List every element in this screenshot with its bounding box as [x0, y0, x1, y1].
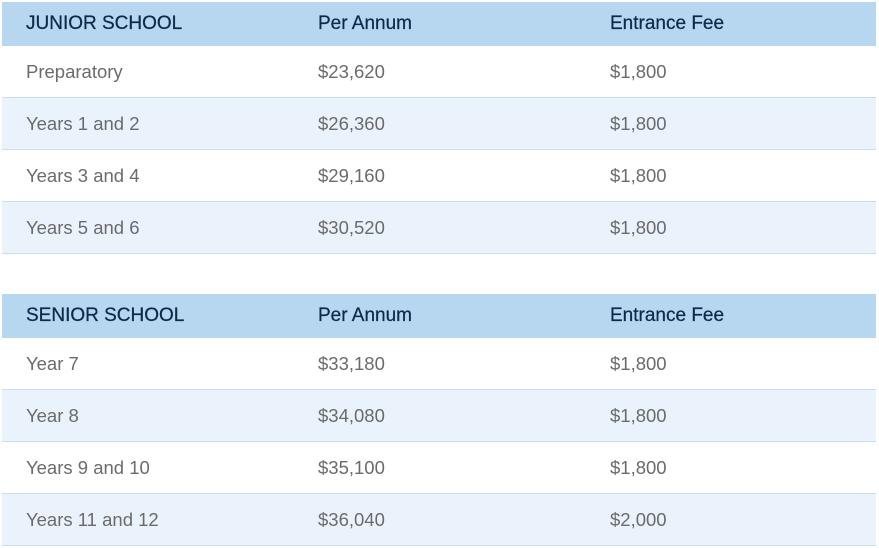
year-level-cell: Years 3 and 4 — [2, 149, 294, 202]
column-header-per-annum: Per Annum — [294, 2, 586, 46]
per-annum-cell: $26,360 — [294, 97, 586, 150]
year-level-cell: Years 11 and 12 — [2, 493, 294, 546]
column-header-entrance-fee: Entrance Fee — [586, 294, 876, 338]
table-row: Years 1 and 2 $26,360 $1,800 — [2, 97, 876, 150]
table-row: Years 11 and 12 $36,040 $2,000 — [2, 493, 876, 546]
year-level-cell: Years 9 and 10 — [2, 441, 294, 494]
entrance-fee-cell: $1,800 — [586, 201, 876, 254]
per-annum-cell: $35,100 — [294, 441, 586, 494]
column-header-per-annum: Per Annum — [294, 294, 586, 338]
table-row: Year 8 $34,080 $1,800 — [2, 389, 876, 442]
entrance-fee-cell: $1,800 — [586, 338, 876, 390]
section-heading-junior-school: JUNIOR SCHOOL — [2, 2, 294, 46]
table-row: Years 5 and 6 $30,520 $1,800 — [2, 201, 876, 254]
entrance-fee-cell: $1,800 — [586, 46, 876, 98]
year-level-cell: Preparatory — [2, 46, 294, 98]
table-row: Years 3 and 4 $29,160 $1,800 — [2, 149, 876, 202]
entrance-fee-cell: $1,800 — [586, 441, 876, 494]
table-header-row: JUNIOR SCHOOL Per Annum Entrance Fee — [2, 2, 876, 46]
per-annum-cell: $33,180 — [294, 338, 586, 390]
column-header-entrance-fee: Entrance Fee — [586, 2, 876, 46]
entrance-fee-cell: $1,800 — [586, 149, 876, 202]
entrance-fee-cell: $2,000 — [586, 493, 876, 546]
entrance-fee-cell: $1,800 — [586, 389, 876, 442]
year-level-cell: Years 1 and 2 — [2, 97, 294, 150]
table-row: Years 9 and 10 $35,100 $1,800 — [2, 441, 876, 494]
year-level-cell: Years 5 and 6 — [2, 201, 294, 254]
table-row: Year 7 $33,180 $1,800 — [2, 338, 876, 390]
junior-school-fees-table: JUNIOR SCHOOL Per Annum Entrance Fee Pre… — [2, 2, 876, 254]
entrance-fee-cell: $1,800 — [586, 97, 876, 150]
per-annum-cell: $34,080 — [294, 389, 586, 442]
senior-school-fees-table: SENIOR SCHOOL Per Annum Entrance Fee Yea… — [2, 294, 876, 546]
per-annum-cell: $29,160 — [294, 149, 586, 202]
table-row: Preparatory $23,620 $1,800 — [2, 46, 876, 98]
table-header-row: SENIOR SCHOOL Per Annum Entrance Fee — [2, 294, 876, 338]
section-heading-senior-school: SENIOR SCHOOL — [2, 294, 294, 338]
year-level-cell: Year 7 — [2, 338, 294, 390]
per-annum-cell: $36,040 — [294, 493, 586, 546]
per-annum-cell: $30,520 — [294, 201, 586, 254]
per-annum-cell: $23,620 — [294, 46, 586, 98]
year-level-cell: Year 8 — [2, 389, 294, 442]
